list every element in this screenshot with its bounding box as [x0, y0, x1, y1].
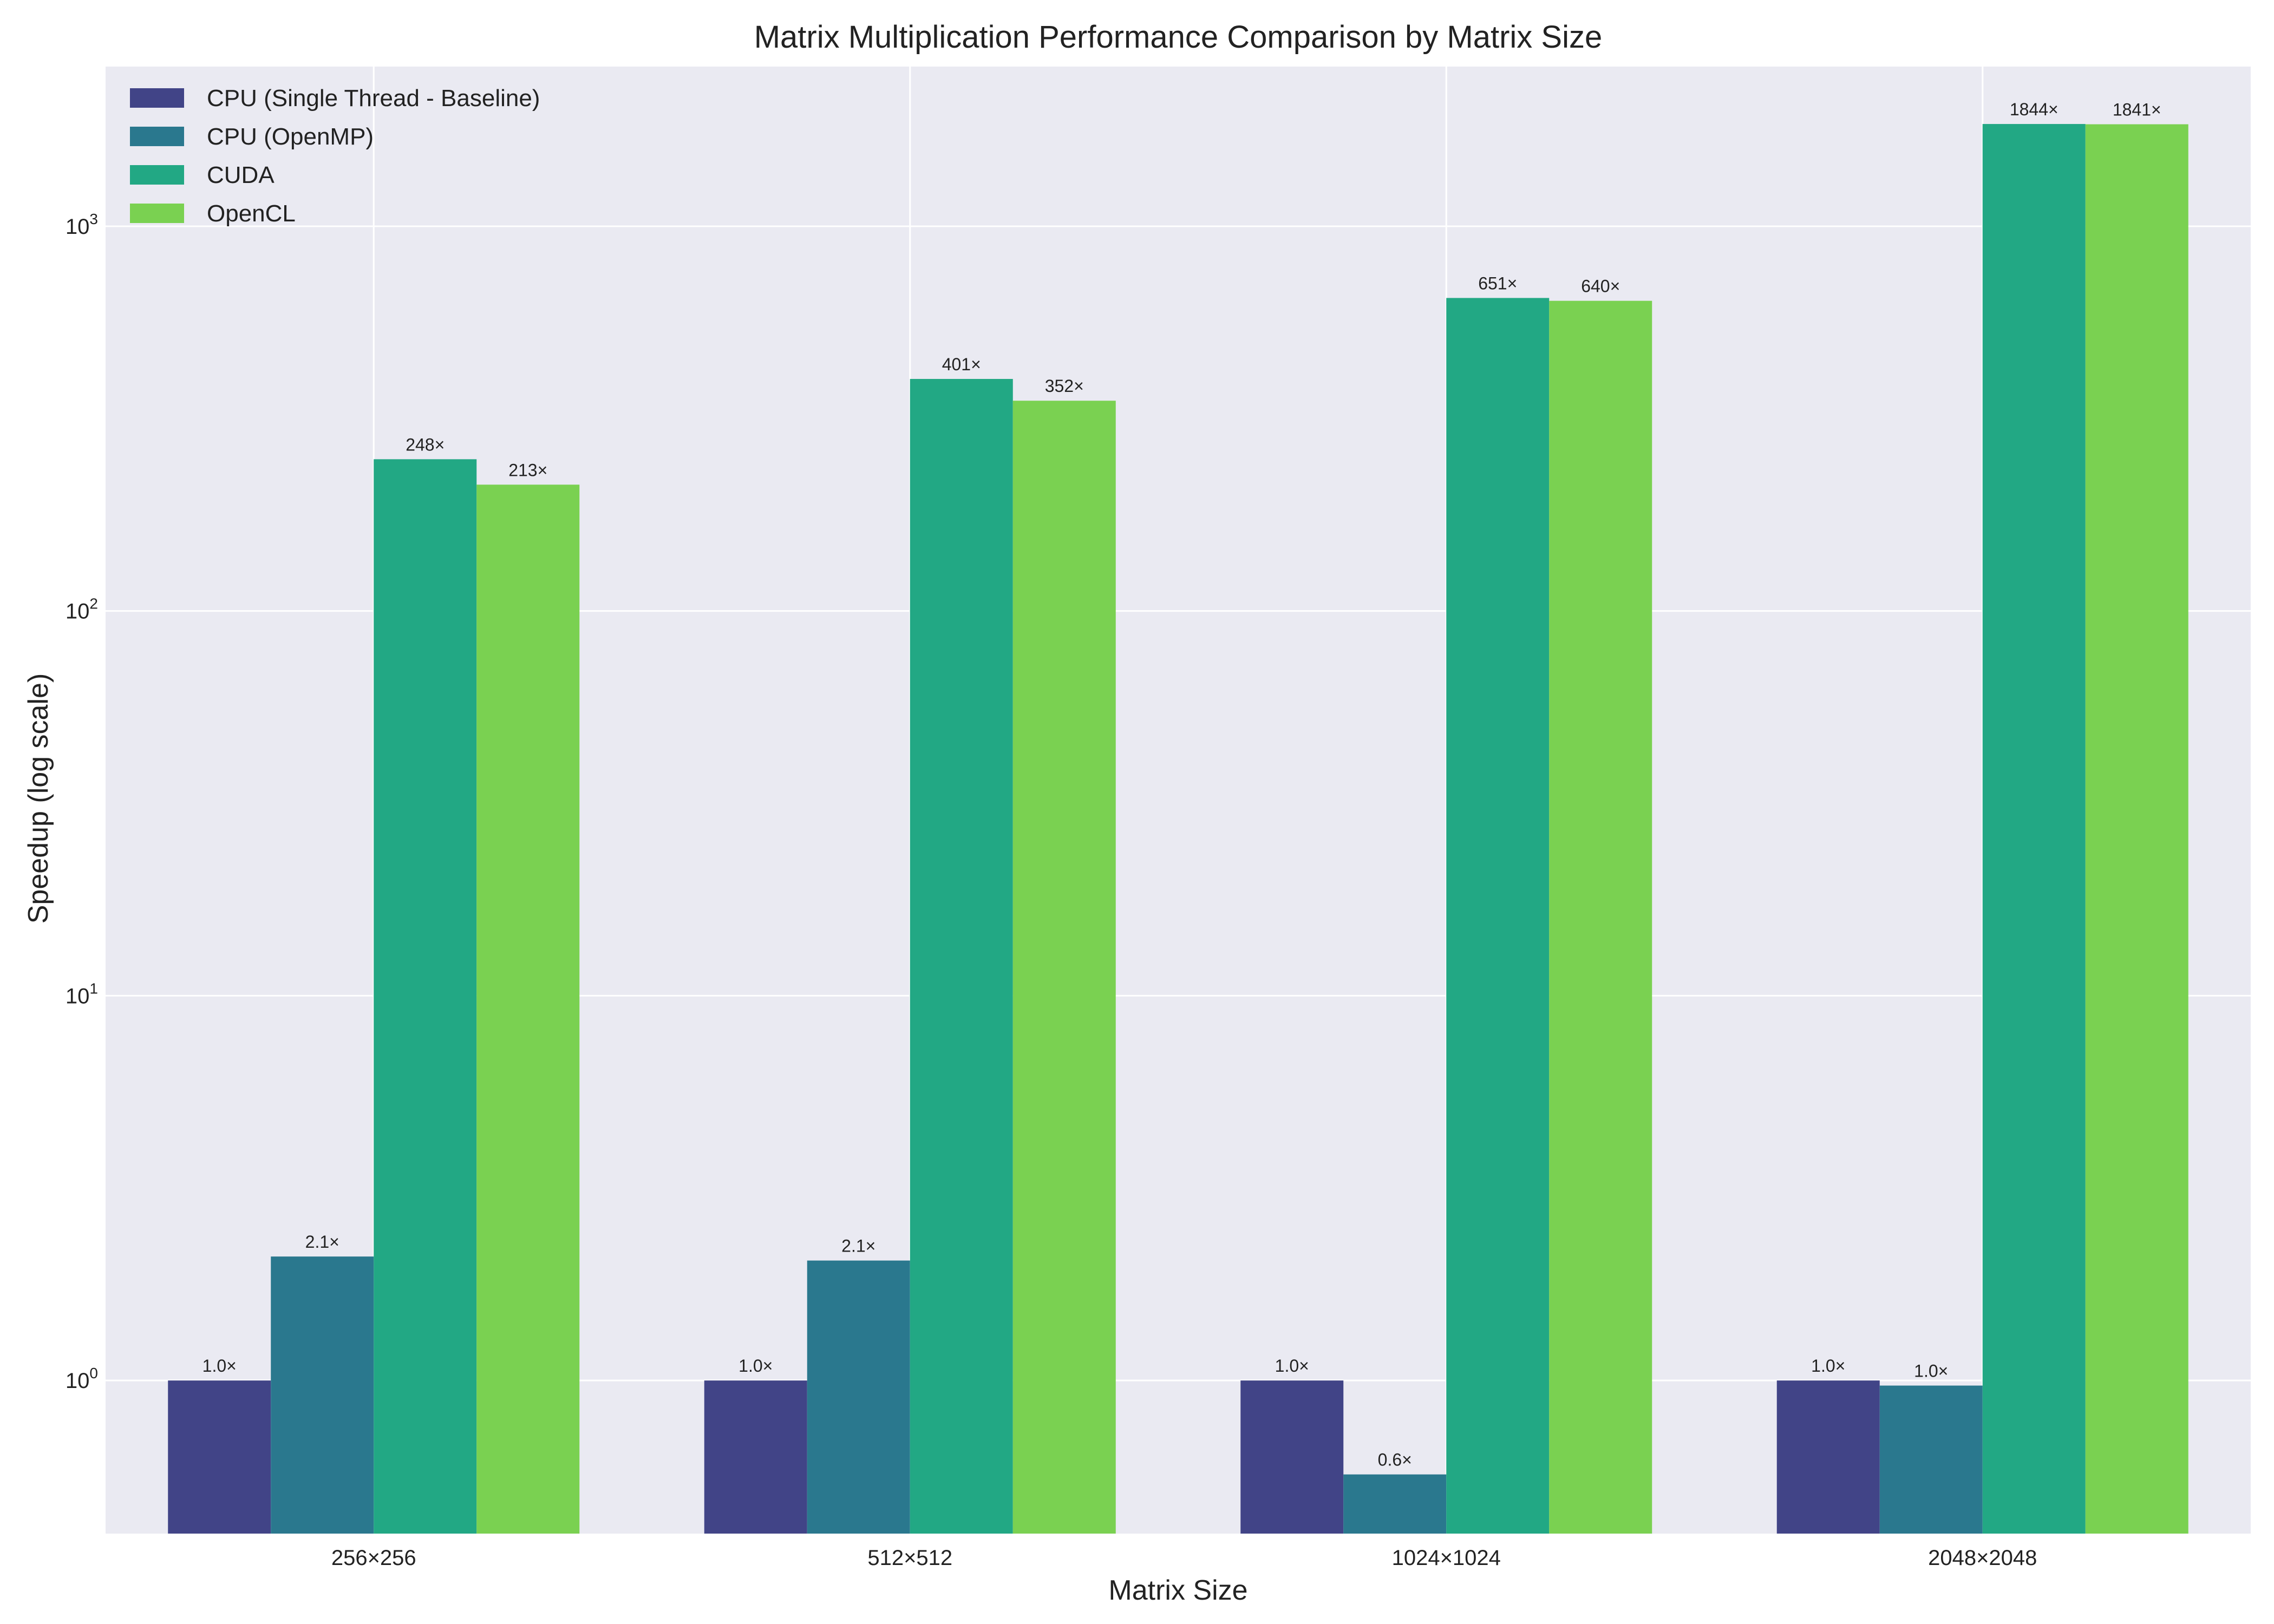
x-tick-label: 512×512 — [867, 1546, 952, 1570]
x-tick-label: 1024×1024 — [1392, 1546, 1501, 1570]
bar-value-label: 1844× — [2010, 100, 2059, 119]
bar-value-label: 1.0× — [1275, 1356, 1309, 1376]
x-tick-label: 2048×2048 — [1928, 1546, 2037, 1570]
legend: CPU (Single Thread - Baseline) CPU (OpenM… — [130, 85, 540, 227]
bar-value-labels: 1.0× 1.0× 1.0× 1.0× 2.1× 2.1× 0.6× 1.0× 248× 401×… — [202, 100, 2161, 1470]
chart-title: Matrix Multiplication Performance Compar… — [754, 19, 1603, 55]
bar — [807, 1260, 910, 1534]
bar — [168, 1380, 271, 1534]
bar-value-label: 640× — [1581, 277, 1620, 296]
legend-label: CUDA — [207, 162, 275, 188]
bar-value-label: 1.0× — [202, 1356, 237, 1376]
x-axis-ticks: 256×256 512×512 1024×1024 2048×2048 — [331, 1546, 2037, 1570]
bars — [168, 124, 2188, 1534]
bar — [1446, 298, 1550, 1534]
legend-swatch — [130, 88, 184, 108]
bar-value-label: 248× — [406, 435, 445, 454]
bar — [1240, 1380, 1344, 1534]
y-axis-ticks: 100 101 102 103 — [66, 211, 98, 1393]
bar-value-label: 1.0× — [1811, 1356, 1845, 1376]
bar — [1879, 1385, 1983, 1534]
bar — [476, 484, 580, 1534]
y-tick-label: 100 — [66, 1365, 98, 1393]
bar-value-label: 352× — [1045, 376, 1084, 396]
y-tick-label: 103 — [66, 211, 98, 239]
legend-label: CPU (OpenMP) — [207, 123, 374, 150]
legend-swatch — [130, 127, 184, 146]
x-tick-label: 256×256 — [331, 1546, 416, 1570]
bar-value-label: 213× — [508, 460, 547, 480]
bar — [1012, 401, 1116, 1534]
bar-value-label: 1.0× — [739, 1356, 773, 1376]
bar-value-label: 1.0× — [1914, 1361, 1948, 1381]
bar — [704, 1380, 807, 1534]
bar-value-label: 401× — [942, 355, 981, 374]
legend-label: CPU (Single Thread - Baseline) — [207, 85, 540, 112]
bar — [374, 459, 477, 1534]
y-tick-label: 101 — [66, 980, 98, 1008]
bar — [1549, 300, 1652, 1534]
bar — [1343, 1474, 1447, 1534]
bar — [271, 1256, 374, 1534]
legend-swatch — [130, 204, 184, 223]
bar-value-label: 2.1× — [305, 1232, 339, 1252]
bar-value-label: 0.6× — [1378, 1450, 1412, 1470]
bar-value-label: 1841× — [2113, 100, 2161, 120]
y-tick-label: 102 — [66, 595, 98, 624]
bar — [1982, 124, 2086, 1534]
bar-value-label: 651× — [1478, 273, 1517, 293]
y-axis-label: Speedup (log scale) — [23, 673, 54, 924]
bar — [910, 379, 1013, 1534]
legend-label: OpenCL — [207, 200, 296, 227]
bar — [2085, 124, 2188, 1534]
legend-swatch — [130, 165, 184, 185]
bar-value-label: 2.1× — [841, 1236, 875, 1256]
bar — [1776, 1380, 1880, 1534]
x-axis-label: Matrix Size — [1108, 1575, 1247, 1606]
